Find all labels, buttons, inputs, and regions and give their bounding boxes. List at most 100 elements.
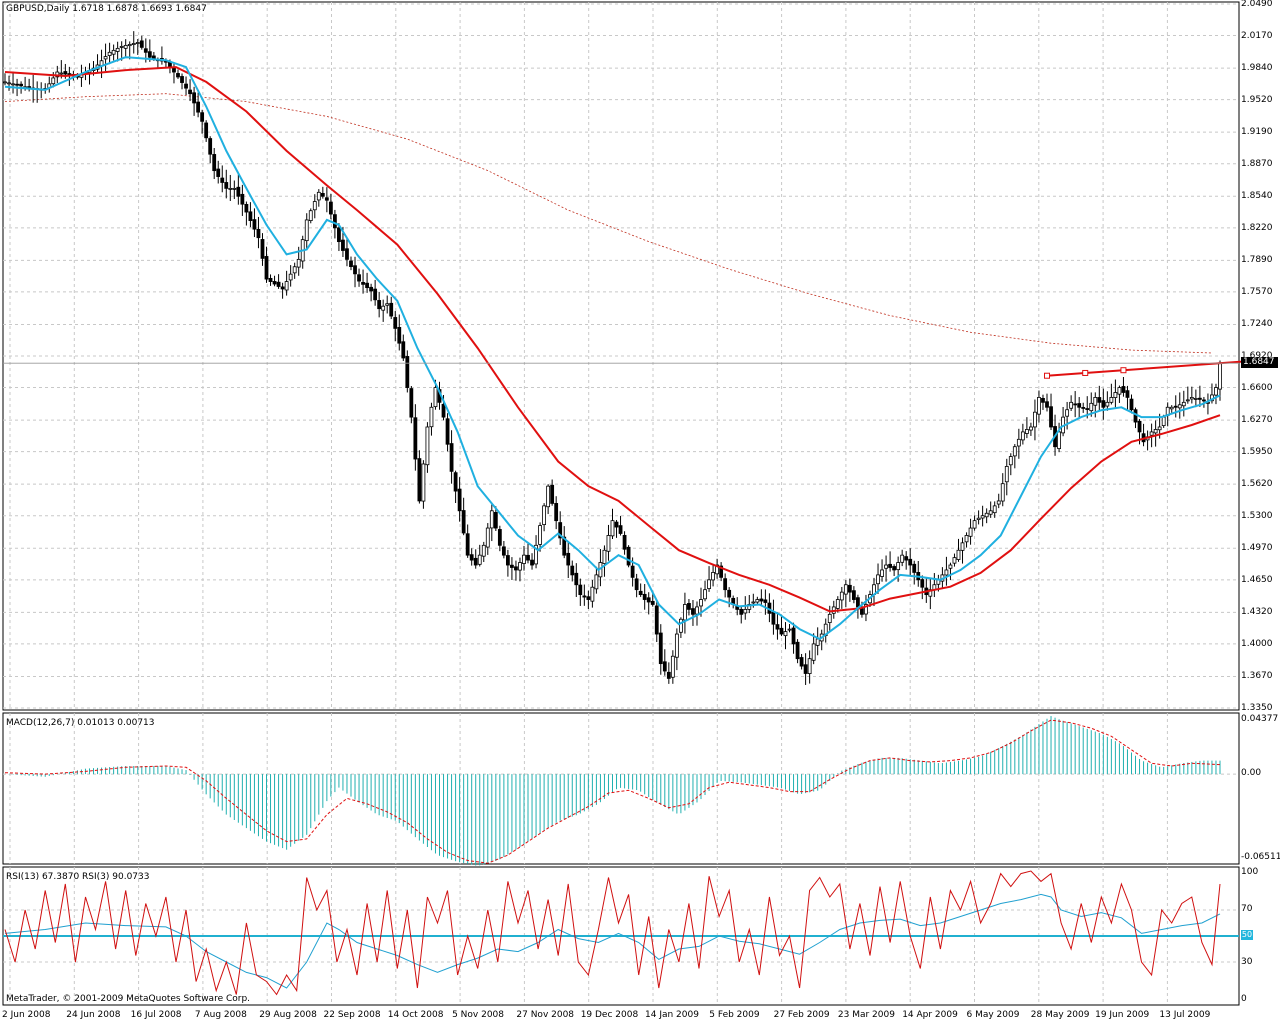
price-bar-body <box>284 281 289 291</box>
price-bar-body <box>469 554 474 561</box>
price-bar-body <box>385 303 390 306</box>
price-bar-body <box>485 527 490 548</box>
price-bar-body <box>244 203 249 213</box>
price-tick-label: 1.7570 <box>1241 286 1273 297</box>
price-bar-body <box>864 604 868 615</box>
price-bar-body <box>851 590 856 600</box>
price-bar-body <box>1089 402 1094 412</box>
price-bar-body <box>180 76 184 83</box>
price-bar-body <box>1173 405 1178 408</box>
price-bar-body <box>1004 466 1009 483</box>
price-tick-label: 1.4970 <box>1241 543 1273 554</box>
price-bar-body <box>1109 397 1114 403</box>
rsi13-line <box>4 893 1221 989</box>
price-bar-body <box>477 554 482 565</box>
price-bar-body <box>1008 456 1013 466</box>
price-bar-body <box>497 529 502 546</box>
price-bar-body <box>1029 426 1033 431</box>
rsi13-path <box>4 893 1221 989</box>
macd-tick-bottom: -0.06511 <box>1241 852 1280 862</box>
price-bar-body <box>1041 397 1045 403</box>
price-bar-body <box>799 657 804 667</box>
price-bar-body <box>1016 438 1021 447</box>
price-tick-label: 1.5950 <box>1241 446 1273 457</box>
price-bar-body <box>1033 411 1037 428</box>
price-bar-body <box>264 256 269 280</box>
rsi3-path <box>4 870 1221 996</box>
price-bar-body <box>984 512 989 518</box>
price-bar-body <box>534 544 538 565</box>
price-bar-body <box>860 608 864 615</box>
price-bar-body <box>188 89 192 95</box>
price-bar-body <box>751 601 756 604</box>
ma-slow-line <box>4 66 1221 613</box>
price-bar-body <box>1157 426 1162 431</box>
price-bar-body <box>743 609 748 614</box>
price-bar-body <box>904 556 909 561</box>
price-bar-body <box>582 595 587 598</box>
price-bar-body <box>976 517 981 521</box>
price-bar-body <box>590 586 595 602</box>
price-bar-body <box>501 546 506 556</box>
price-bar-body <box>847 584 852 593</box>
price-bar-body <box>1045 401 1049 408</box>
price-bar-body <box>184 83 188 89</box>
price-bar-body <box>1113 392 1118 398</box>
price-bar-body <box>296 258 301 268</box>
price-bar-body <box>787 628 792 631</box>
price-bar-body <box>481 544 486 557</box>
price-tick-label: 1.8220 <box>1241 222 1273 233</box>
price-bar-body <box>892 566 897 571</box>
date-tick-label: 23 Mar 2009 <box>837 1010 895 1020</box>
price-bar-body <box>505 555 510 566</box>
price-bar-body <box>123 45 128 49</box>
macd-tick-top: 0.04377 <box>1241 714 1279 724</box>
price-bar-body <box>304 219 309 242</box>
price-bar-body <box>337 227 341 243</box>
price-bar-body <box>135 42 140 44</box>
price-bar-body <box>791 627 796 645</box>
price-bar-body <box>349 260 353 268</box>
price-bar-body <box>204 122 209 139</box>
date-tick-label: 28 May 2009 <box>1030 1010 1090 1020</box>
main-chart-header: GBPUSD,Daily 1.6718 1.6878 1.6693 1.6847 <box>6 4 207 14</box>
price-bar-body <box>320 193 325 197</box>
price-bar-body <box>445 418 450 445</box>
price-bar-body <box>566 552 571 566</box>
price-bar-body <box>630 565 635 578</box>
price-bar-body <box>27 86 32 88</box>
price-bar-body <box>674 633 679 658</box>
price-bar-body <box>538 525 542 545</box>
price-bar-body <box>1012 446 1017 457</box>
price-bar-body <box>1218 362 1222 390</box>
price-bar-body <box>280 286 285 290</box>
price-bar-body <box>473 557 478 566</box>
price-bar-body <box>115 47 120 52</box>
price-bar-body <box>687 603 691 610</box>
price-bar-body <box>272 281 277 285</box>
price-bar-body <box>292 266 297 274</box>
price-tick-label: 2.0490 <box>1241 0 1273 9</box>
price-bar-body <box>449 443 454 472</box>
price-bar-body <box>1214 387 1218 396</box>
price-bar-body <box>393 317 398 329</box>
price-bar-body <box>1085 408 1090 410</box>
price-bar-body <box>429 406 434 428</box>
price-bar-body <box>880 569 884 577</box>
price-bar-body <box>554 503 559 522</box>
price-bar-body <box>341 239 345 251</box>
price-bar-body <box>723 578 728 591</box>
price-bar-body <box>240 193 245 205</box>
trendline-handle <box>1044 372 1051 379</box>
rsi-tick-0: 0 <box>1241 994 1247 1004</box>
price-tick-label: 1.3670 <box>1241 671 1273 682</box>
price-bar-body <box>1125 390 1130 398</box>
rsi-tick-70: 70 <box>1241 904 1253 914</box>
price-bar-body <box>1020 431 1025 441</box>
price-bar-body <box>417 458 422 502</box>
rsi-tick-30: 30 <box>1241 957 1253 967</box>
price-bar-body <box>815 638 820 646</box>
price-bar-body <box>779 627 784 635</box>
price-tick-label: 1.7240 <box>1241 319 1273 330</box>
price-bar-body <box>489 510 494 529</box>
